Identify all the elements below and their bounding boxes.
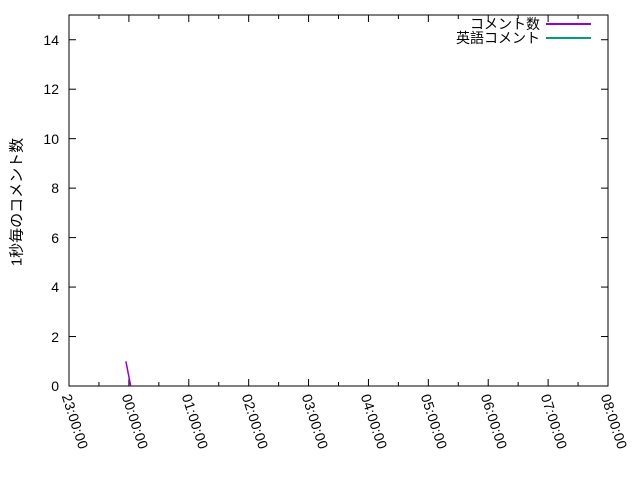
y-tick-label: 12 xyxy=(43,81,59,98)
legend: コメント数 英語コメント xyxy=(456,16,591,46)
y-tick-label: 14 xyxy=(43,31,59,48)
series-line-コメント数 xyxy=(125,361,132,387)
y-tick-label: 10 xyxy=(43,130,59,147)
y-axis-title: 1秒毎のコメント数 xyxy=(8,137,26,267)
legend-line-sample xyxy=(546,37,591,39)
y-tick-label: 2 xyxy=(51,328,59,345)
legend-row: 英語コメント xyxy=(456,30,591,46)
legend-label: コメント数 xyxy=(470,16,540,32)
y-tick-label: 6 xyxy=(51,229,59,246)
y-tick-label: 4 xyxy=(51,279,59,296)
legend-row: コメント数 xyxy=(456,16,591,32)
plot-border xyxy=(68,14,609,387)
y-tick-label: 8 xyxy=(51,180,59,197)
y-tick-label: 0 xyxy=(51,378,59,394)
legend-label: 英語コメント xyxy=(456,30,540,46)
legend-line-sample xyxy=(546,23,591,25)
